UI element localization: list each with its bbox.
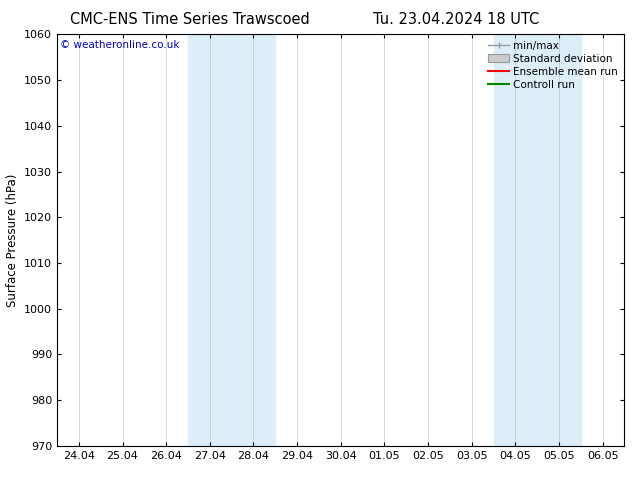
Text: CMC-ENS Time Series Trawscoed: CMC-ENS Time Series Trawscoed bbox=[70, 12, 310, 27]
Legend: min/max, Standard deviation, Ensemble mean run, Controll run: min/max, Standard deviation, Ensemble me… bbox=[486, 37, 621, 93]
Y-axis label: Surface Pressure (hPa): Surface Pressure (hPa) bbox=[6, 173, 18, 307]
Text: © weatheronline.co.uk: © weatheronline.co.uk bbox=[60, 41, 179, 50]
Text: Tu. 23.04.2024 18 UTC: Tu. 23.04.2024 18 UTC bbox=[373, 12, 540, 27]
Bar bbox=[188, 34, 275, 446]
Bar bbox=[493, 34, 581, 446]
